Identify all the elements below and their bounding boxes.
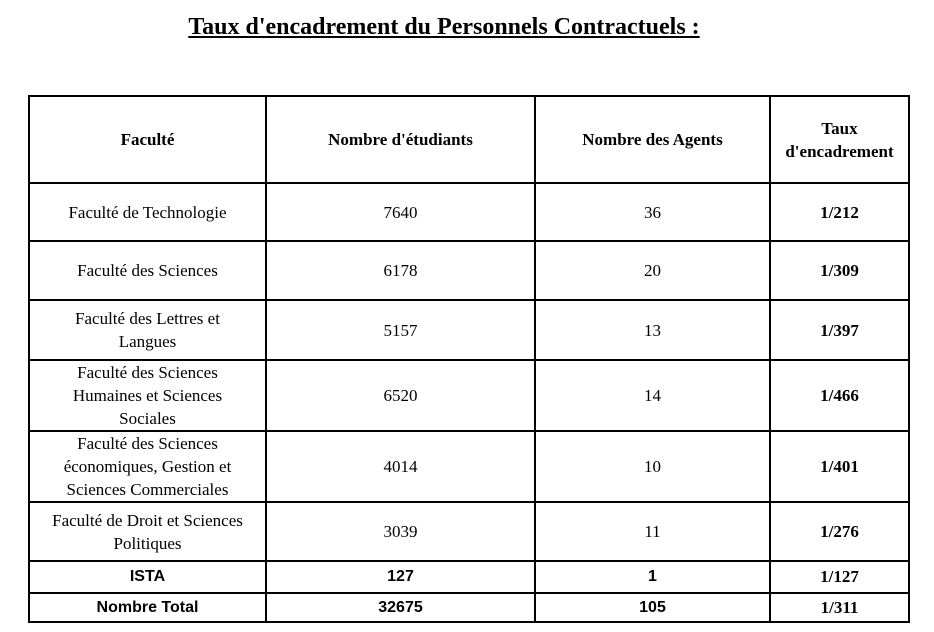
faculte-cell: Faculté de Technologie [28, 182, 267, 242]
faculte-cell: Nombre Total [28, 592, 267, 623]
faculte-cell: Faculté des Sciences économiques, Gestio… [28, 430, 267, 503]
table-row: Faculté des Lettres et Langues 5157 13 1/39… [28, 299, 910, 361]
agents-cell: 11 [534, 501, 771, 562]
etudiants-cell: 5157 [265, 299, 536, 361]
faculte-cell: Faculté des Sciences [28, 240, 267, 301]
taux-cell: 1/127 [769, 560, 910, 594]
table-row: Faculté des Sciences Humaines et Science… [28, 359, 910, 432]
etudiants-cell: 6178 [265, 240, 536, 301]
taux-cell: 1/276 [769, 501, 910, 562]
encadrement-table: Faculté Nombre d'étudiants Nombre des Ag… [28, 95, 910, 623]
table-row: Faculté des Sciences 6178 20 1/309 [28, 240, 910, 301]
etudiants-cell: 127 [265, 560, 536, 594]
table-row: Faculté de Technologie 7640 36 1/212 [28, 182, 910, 242]
page-title: Taux d'encadrement du Personnels Contrac… [188, 14, 700, 40]
agents-cell: 36 [534, 182, 771, 242]
header-taux: Taux d'encadrement [769, 95, 910, 184]
taux-cell: 1/397 [769, 299, 910, 361]
faculte-cell: ISTA [28, 560, 267, 594]
taux-cell: 1/401 [769, 430, 910, 503]
taux-cell: 1/212 [769, 182, 910, 242]
etudiants-cell: 6520 [265, 359, 536, 432]
faculte-cell: Faculté des Sciences Humaines et Science… [28, 359, 267, 432]
total-row: Nombre Total 32675 105 1/311 [28, 592, 910, 623]
agents-cell: 14 [534, 359, 771, 432]
taux-cell: 1/466 [769, 359, 910, 432]
header-etudiants: Nombre d'étudiants [265, 95, 536, 184]
agents-cell: 13 [534, 299, 771, 361]
agents-cell: 105 [534, 592, 771, 623]
taux-cell: 1/311 [769, 592, 910, 623]
agents-cell: 10 [534, 430, 771, 503]
faculte-cell: Faculté de Droit et Sciences Politiques [28, 501, 267, 562]
etudiants-cell: 3039 [265, 501, 536, 562]
table-row: Faculté de Droit et Sciences Politiques 3… [28, 501, 910, 562]
etudiants-cell: 32675 [265, 592, 536, 623]
table-row: Faculté des Sciences économiques, Gestio… [28, 430, 910, 503]
header-row: Faculté Nombre d'étudiants Nombre des Ag… [28, 95, 910, 184]
etudiants-cell: 4014 [265, 430, 536, 503]
agents-cell: 20 [534, 240, 771, 301]
faculte-cell: Faculté des Lettres et Langues [28, 299, 267, 361]
agents-cell: 1 [534, 560, 771, 594]
taux-cell: 1/309 [769, 240, 910, 301]
header-faculte: Faculté [28, 95, 267, 184]
table-row: ISTA 127 1 1/127 [28, 560, 910, 594]
header-agents: Nombre des Agents [534, 95, 771, 184]
etudiants-cell: 7640 [265, 182, 536, 242]
